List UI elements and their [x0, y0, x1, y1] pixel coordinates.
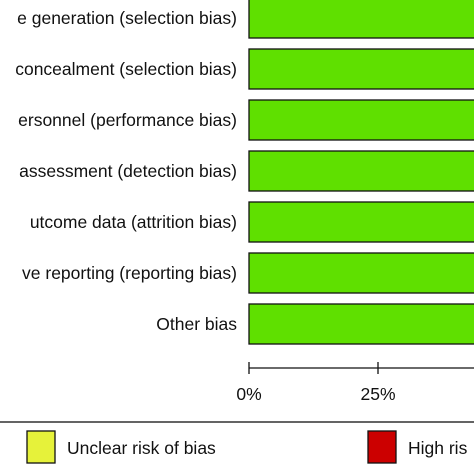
legend-label-unclear: Unclear risk of bias [67, 438, 216, 458]
category-label: Other bias [156, 314, 237, 334]
x-tick-label: 25% [360, 384, 395, 404]
bar-low-0 [248, 0, 474, 39]
x-tick-label: 0% [236, 384, 261, 404]
category-label: utcome data (attrition bias) [30, 212, 237, 232]
x-axis: 0% 25% [236, 362, 474, 404]
category-labels: e generation (selection bias) concealment… [15, 8, 237, 334]
legend-swatch-high [367, 430, 397, 464]
bars-group [248, 0, 474, 345]
legend-label-high: High ris [408, 438, 468, 458]
category-label: assessment (detection bias) [19, 161, 237, 181]
category-label: e generation (selection bias) [17, 8, 237, 28]
bar-low-3 [248, 150, 474, 192]
bar-low-5 [248, 252, 474, 294]
bar-low-4 [248, 201, 474, 243]
category-label: ersonnel (performance bias) [18, 110, 237, 130]
bar-low-2 [248, 99, 474, 141]
bar-low-1 [248, 48, 474, 90]
category-label: concealment (selection bias) [15, 59, 237, 79]
legend: Unclear risk of bias High ris [0, 421, 474, 474]
category-label: ve reporting (reporting bias) [22, 263, 237, 283]
legend-swatch-unclear [26, 430, 56, 464]
bar-low-6 [248, 303, 474, 345]
